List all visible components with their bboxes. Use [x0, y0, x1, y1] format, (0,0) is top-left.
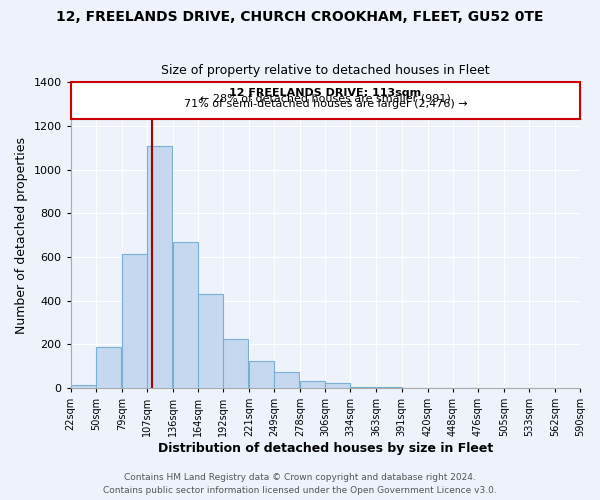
Text: 71% of semi-detached houses are larger (2,476) →: 71% of semi-detached houses are larger (… — [184, 100, 467, 110]
Text: ← 28% of detached houses are smaller (991): ← 28% of detached houses are smaller (99… — [200, 94, 451, 104]
Bar — [147, 146, 172, 388]
Text: 12 FREELANDS DRIVE: 113sqm: 12 FREELANDS DRIVE: 113sqm — [229, 88, 421, 98]
Bar — [122, 254, 147, 388]
Text: 12, FREELANDS DRIVE, CHURCH CROOKHAM, FLEET, GU52 0TE: 12, FREELANDS DRIVE, CHURCH CROOKHAM, FL… — [56, 10, 544, 24]
Bar — [173, 242, 198, 388]
Bar — [325, 382, 350, 388]
Bar — [249, 360, 274, 388]
FancyBboxPatch shape — [71, 82, 580, 120]
Bar — [96, 346, 121, 388]
Y-axis label: Number of detached properties: Number of detached properties — [15, 136, 28, 334]
Bar — [274, 372, 299, 388]
Bar — [300, 382, 325, 388]
Title: Size of property relative to detached houses in Fleet: Size of property relative to detached ho… — [161, 64, 490, 77]
Bar — [350, 387, 376, 388]
X-axis label: Distribution of detached houses by size in Fleet: Distribution of detached houses by size … — [158, 442, 493, 455]
Bar — [376, 387, 401, 388]
Text: Contains HM Land Registry data © Crown copyright and database right 2024.
Contai: Contains HM Land Registry data © Crown c… — [103, 474, 497, 495]
Bar — [223, 339, 248, 388]
Bar — [71, 385, 96, 388]
Bar — [198, 294, 223, 388]
